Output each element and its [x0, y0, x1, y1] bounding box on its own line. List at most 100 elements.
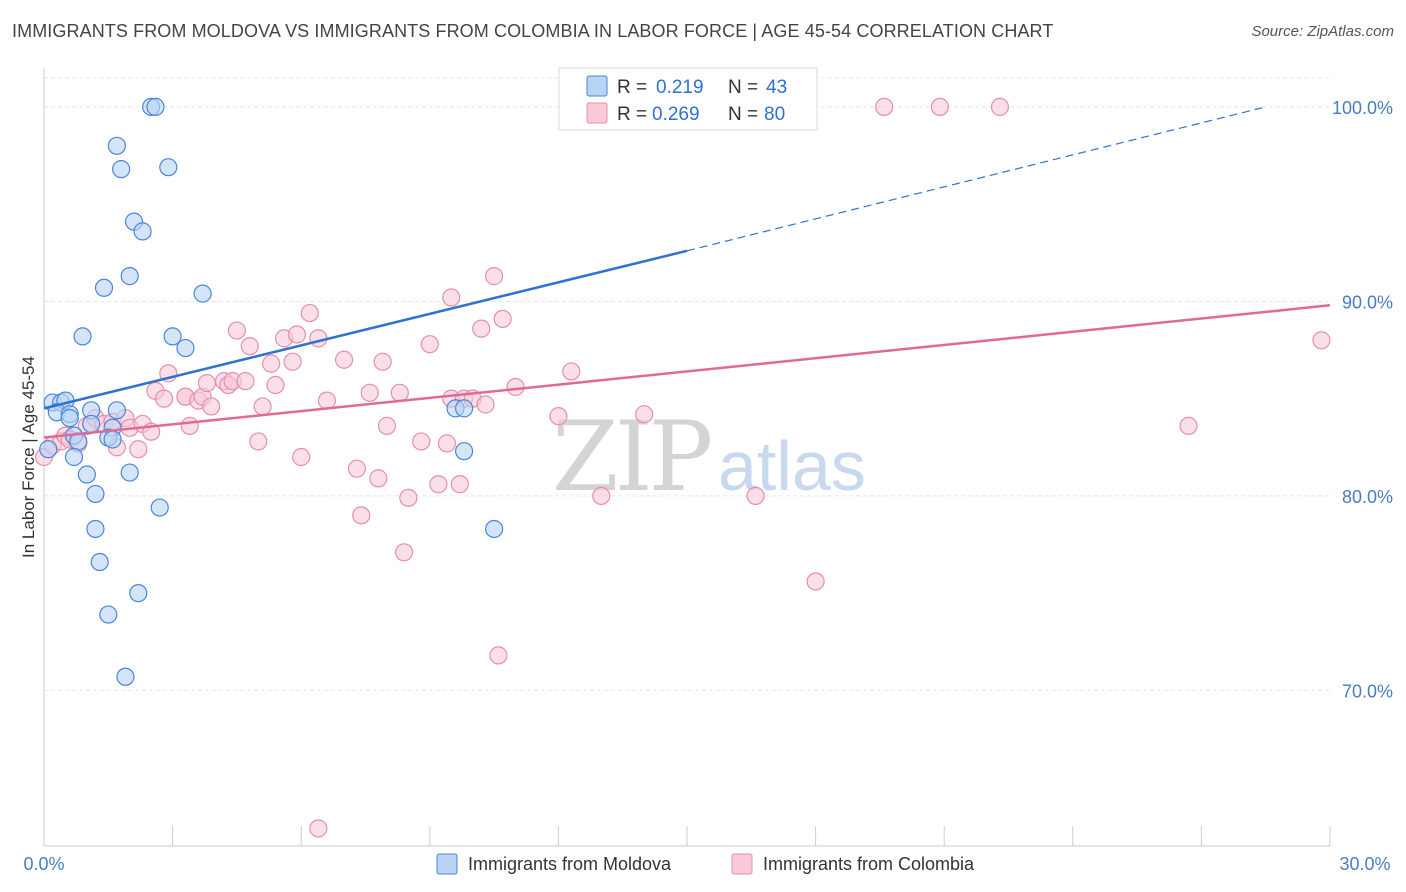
- chart-title: IMMIGRANTS FROM MOLDOVA VS IMMIGRANTS FR…: [12, 21, 1054, 41]
- point-colombia: [506, 377, 525, 397]
- trend-line-moldova-extension: [686, 106, 1266, 252]
- point-colombia: [129, 440, 148, 459]
- grid-lines: [44, 77, 1330, 691]
- point-moldova: [82, 414, 101, 434]
- x-tick-label-min: 0.0%: [23, 854, 64, 874]
- point-moldova: [94, 278, 114, 297]
- series-colombia-points: [34, 97, 1331, 838]
- point-colombia: [549, 407, 568, 426]
- point-colombia: [334, 350, 354, 369]
- point-colombia: [249, 432, 268, 451]
- point-colombia: [399, 488, 418, 507]
- point-moldova: [99, 605, 118, 624]
- point-moldova: [120, 267, 139, 286]
- point-colombia: [476, 395, 495, 414]
- point-colombia: [236, 372, 255, 391]
- point-colombia: [262, 354, 281, 373]
- point-colombia: [197, 373, 216, 393]
- point-colombia: [360, 383, 379, 402]
- point-colombia: [489, 646, 508, 665]
- point-moldova: [163, 327, 182, 346]
- point-moldova: [159, 158, 178, 177]
- point-colombia: [283, 352, 302, 371]
- point-moldova: [133, 222, 152, 241]
- point-moldova: [129, 584, 148, 603]
- point-colombia: [930, 97, 950, 117]
- point-colombia: [635, 405, 654, 424]
- point-moldova: [60, 409, 79, 428]
- point-colombia: [180, 416, 199, 435]
- point-moldova: [90, 552, 109, 572]
- point-colombia: [990, 97, 1010, 117]
- point-moldova: [107, 136, 126, 155]
- trend-line-colombia: [43, 304, 1331, 439]
- point-colombia: [429, 475, 448, 494]
- point-colombia: [373, 352, 392, 371]
- correlation-legend: R = 0.219 N = 43 R = 0.269 N = 80: [558, 67, 818, 131]
- x-ticks: [43, 826, 1331, 846]
- legend-r-value-moldova: 0.219: [656, 77, 704, 98]
- point-colombia: [442, 288, 461, 307]
- legend-n-label-moldova: N =: [728, 77, 758, 98]
- point-colombia: [309, 819, 328, 838]
- point-moldova: [176, 338, 195, 358]
- point-colombia: [493, 309, 512, 329]
- legend-n-value-colombia: 80: [764, 104, 785, 125]
- point-colombia: [450, 475, 469, 494]
- point-moldova: [112, 160, 131, 179]
- point-colombia: [292, 447, 311, 467]
- point-colombia: [562, 362, 581, 381]
- series-legend: Immigrants from Moldova Immigrants from …: [436, 853, 975, 875]
- watermark: ZIP atlas: [552, 401, 866, 513]
- point-moldova: [64, 447, 84, 467]
- legend-r-label-moldova: R =: [617, 77, 647, 98]
- point-colombia: [202, 397, 221, 416]
- point-colombia: [352, 506, 371, 525]
- legend-n-label-colombia: N =: [728, 104, 758, 125]
- point-colombia: [309, 329, 328, 348]
- point-colombia: [377, 416, 397, 435]
- point-moldova: [107, 401, 126, 420]
- y-axis-title: In Labor Force | Age 45-54: [19, 356, 38, 558]
- point-colombia: [746, 486, 765, 505]
- point-moldova: [120, 463, 139, 482]
- point-colombia: [317, 391, 337, 410]
- series-legend-label-moldova: Immigrants from Moldova: [468, 854, 672, 874]
- watermark-zip: ZIP: [552, 401, 711, 513]
- point-moldova: [77, 465, 96, 484]
- point-colombia: [485, 267, 504, 286]
- point-moldova: [193, 284, 212, 303]
- point-colombia: [253, 397, 272, 416]
- point-colombia: [420, 335, 439, 354]
- y-tick-label: 80.0%: [1342, 487, 1393, 507]
- point-colombia: [287, 325, 307, 344]
- y-tick-label: 100.0%: [1332, 98, 1393, 118]
- source-label: Source: ZipAtlas.com: [1251, 23, 1394, 40]
- trend-line-moldova: [43, 249, 688, 410]
- point-moldova: [485, 519, 504, 539]
- point-colombia: [412, 432, 431, 451]
- point-colombia: [437, 434, 457, 453]
- point-colombia: [1312, 331, 1331, 350]
- point-colombia: [394, 543, 414, 562]
- point-colombia: [300, 303, 319, 323]
- point-moldova: [116, 667, 135, 686]
- watermark-atlas: atlas: [718, 427, 866, 505]
- point-moldova: [454, 399, 474, 418]
- trend-lines: [43, 106, 1331, 439]
- point-colombia: [1179, 416, 1198, 435]
- legend-r-value-colombia: 0.269: [652, 104, 700, 125]
- y-tick-label: 90.0%: [1342, 292, 1393, 312]
- point-colombia: [875, 97, 894, 117]
- series-legend-label-colombia: Immigrants from Colombia: [763, 854, 975, 874]
- point-moldova: [39, 440, 58, 459]
- point-moldova: [150, 498, 169, 517]
- legend-r-label-colombia: R =: [617, 104, 647, 125]
- point-colombia: [472, 319, 491, 338]
- point-moldova: [146, 97, 165, 117]
- series-legend-swatch-moldova: [436, 853, 458, 875]
- point-colombia: [227, 321, 246, 340]
- point-moldova: [103, 430, 122, 449]
- point-moldova: [454, 442, 474, 461]
